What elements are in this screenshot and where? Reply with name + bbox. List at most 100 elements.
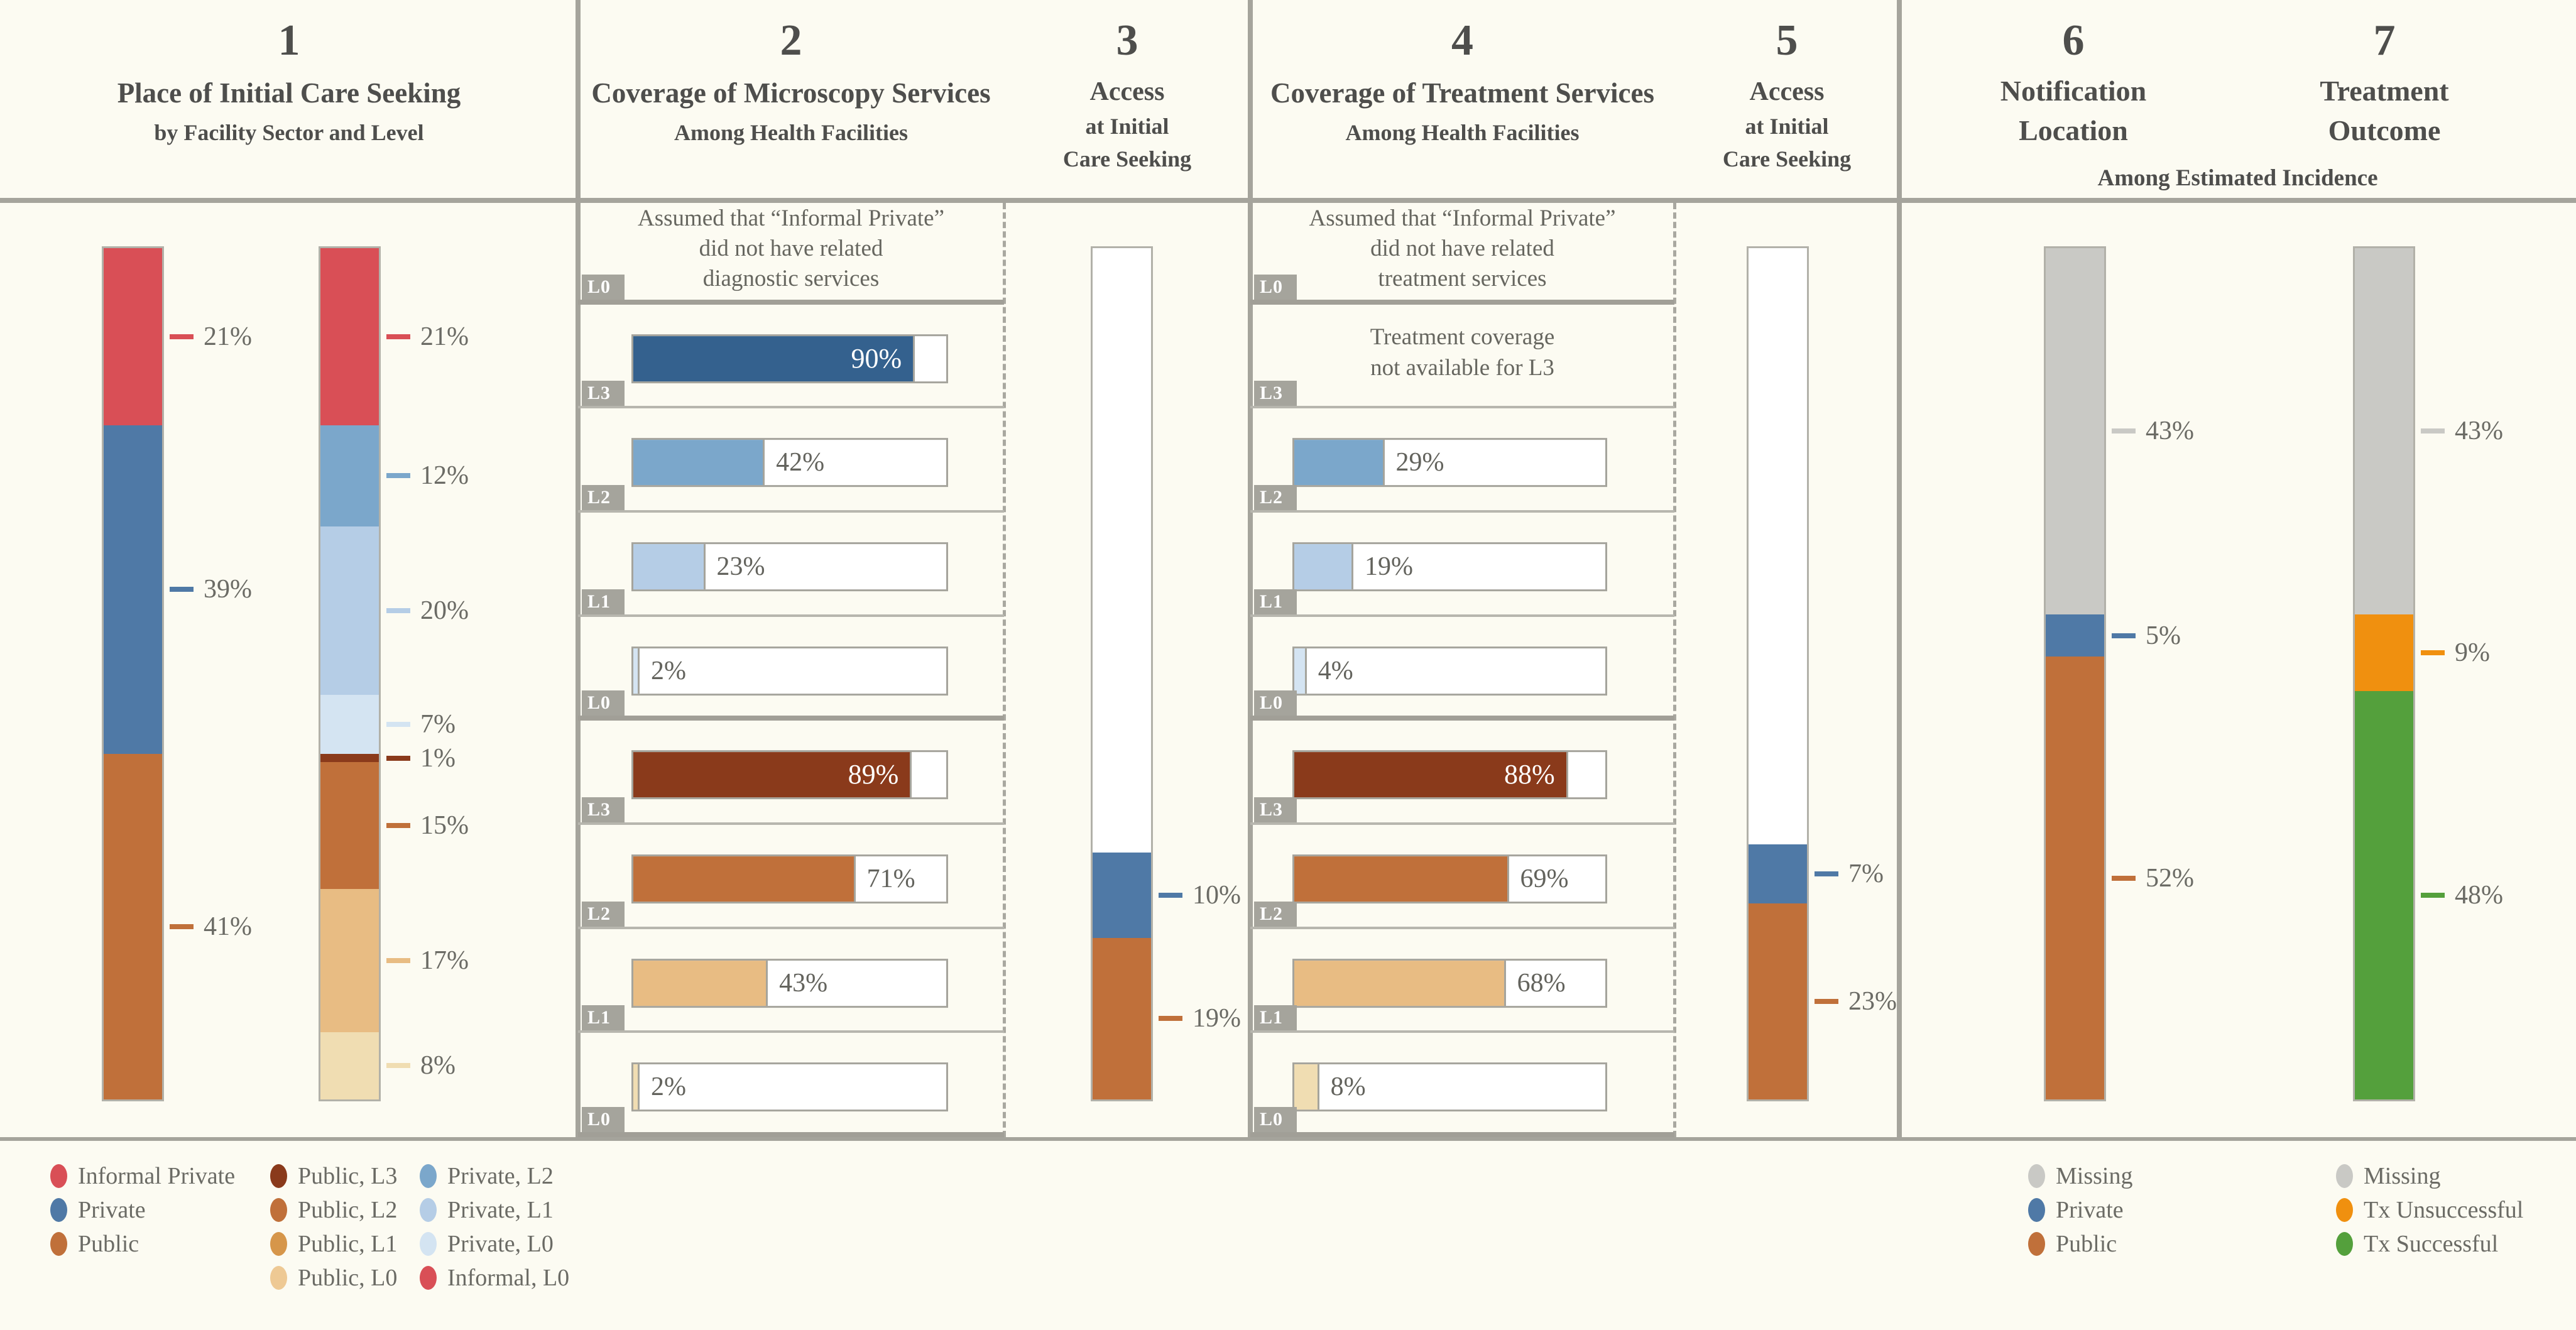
coverage-bar-fill: 88% — [1294, 752, 1568, 798]
legend-item: Tx Successful — [2336, 1227, 2523, 1261]
coverage-bar-fill — [1294, 543, 1354, 589]
coverage-bar-track: 2% — [631, 1062, 948, 1112]
coverage-bar-track: 23% — [631, 542, 948, 591]
level-tag-l0: L0 — [1254, 690, 1297, 716]
coverage-row-l2: 71% L2 — [578, 825, 1004, 929]
coverage-row-l1: 19% L1 — [1250, 513, 1674, 617]
segment-tick — [2112, 633, 2136, 638]
level-tag-l3: L3 — [582, 797, 625, 823]
coverage-row-l3: 90% L3 — [578, 305, 1004, 409]
legend-care-seeking-private-levels: Private, L2 Private, L1 Private, L0 Informa… — [420, 1159, 569, 1295]
panel-5-subtitle-line2: Care Seeking — [1722, 146, 1852, 172]
coverage-row-l0: 8% L0 — [1250, 1033, 1674, 1138]
level-tag-l2: L2 — [582, 485, 625, 511]
segment-value-label: 52% — [2146, 863, 2194, 893]
row-separator-line — [1250, 1132, 1674, 1138]
coverage-value-label: 2% — [650, 656, 686, 685]
legend-notification-location: Missing Private Public — [2028, 1159, 2132, 1261]
panel-3-subtitle-line2: Care Seeking — [1062, 146, 1192, 172]
level-tag-l2: L2 — [1254, 485, 1297, 511]
coverage-row-l1: 23% L1 — [578, 513, 1004, 617]
row-separator-line — [578, 510, 1004, 513]
legend-label: Informal, L0 — [447, 1265, 570, 1291]
legend-treatment-outcome: Missing Tx Unsuccessful Tx Successful — [2336, 1159, 2523, 1261]
legend-swatch-icon — [270, 1266, 287, 1290]
legend-swatch-icon — [2336, 1232, 2353, 1256]
legend-care-seeking-sector: Informal Private Private Public — [50, 1159, 235, 1261]
coverage-value-label: 68% — [1517, 968, 1566, 998]
segment-value-label: 21% — [420, 322, 469, 351]
bar-segment-private — [104, 425, 162, 754]
coverage-bar-track: 29% — [1292, 438, 1607, 488]
panel-1-number: 1 — [278, 16, 300, 65]
segment-value-label: 5% — [2146, 621, 2181, 650]
segment-value-label: 7% — [1848, 859, 1884, 888]
coverage-bar-fill: 89% — [633, 752, 912, 798]
coverage-bar-fill — [1294, 440, 1385, 486]
bar-segment-private-l0 — [320, 695, 379, 754]
panel-5-title: Access — [1749, 77, 1825, 106]
coverage-value-label: 2% — [650, 1072, 686, 1102]
coverage-bar-fill — [633, 960, 768, 1006]
bar-segment-tx-successful — [2355, 690, 2413, 1099]
panel-4-number: 4 — [1451, 16, 1473, 65]
divider-panel-3-4 — [1248, 0, 1253, 1141]
divider-panel-1-2 — [576, 0, 581, 1141]
panel-5-subtitle-line1: at Initial — [1745, 114, 1829, 139]
segment-tick — [170, 334, 194, 339]
coverage-bar-fill: 90% — [633, 335, 915, 381]
coverage-bar-track: 42% — [631, 438, 948, 488]
coverage-row-l0: Assumed that “Informal Private” did not … — [578, 200, 1004, 305]
level-tag-l3: L3 — [582, 381, 625, 406]
row-separator-line — [578, 822, 1004, 826]
coverage-bar-fill — [633, 440, 765, 486]
bar-segment-public — [104, 753, 162, 1099]
coverage-bar-fill — [633, 543, 706, 589]
coverage-bar-track: 90% — [631, 334, 948, 383]
row-separator-line — [1250, 299, 1674, 305]
legend-label: Public, L3 — [298, 1163, 398, 1189]
coverage-value-label: 19% — [1365, 552, 1414, 581]
segment-tick — [2112, 428, 2136, 434]
segment-value-label: 7% — [420, 709, 456, 739]
coverage-bar-track: 4% — [1292, 646, 1607, 695]
divider-panel-5-6 — [1897, 0, 1902, 1141]
header-separator-line — [0, 198, 2576, 203]
legend-swatch-icon — [420, 1164, 437, 1188]
legend-label: Missing — [2364, 1163, 2441, 1189]
legend-swatch-icon — [420, 1198, 437, 1222]
coverage-bar-track: 68% — [1292, 958, 1607, 1008]
bar-segment-public — [1093, 937, 1151, 1099]
care-seeking-sector-bar: 21% 39% 41% — [102, 246, 252, 1101]
row-separator-line — [578, 299, 1004, 305]
coverage-row-l3: Treatment coverage not available for L3 L… — [1250, 305, 1674, 409]
coverage-note: Assumed that “Informal Private” did not … — [637, 205, 945, 292]
bar-segment-public — [1749, 903, 1807, 1099]
legend-item: Public, L2 — [270, 1193, 397, 1227]
coverage-value-label: 89% — [848, 759, 899, 790]
level-tag-l1: L1 — [1254, 1005, 1297, 1031]
panel-1-header: 1 Place of Initial Care Seeking by Facil… — [0, 19, 578, 146]
panel-6-title-line2: Location — [2019, 114, 2128, 146]
access-initial-care-seeking-dx-bar: 10% 19% — [1091, 246, 1241, 1101]
coverage-bar-fill — [633, 1064, 640, 1110]
row-separator-line — [1250, 716, 1674, 721]
level-tag-l3: L3 — [1254, 797, 1297, 823]
legend-label: Public — [2056, 1231, 2117, 1257]
legend-item: Private, L1 — [420, 1193, 569, 1227]
coverage-note: Treatment coverage not available for L3 — [1370, 324, 1555, 381]
coverage-value-label: 88% — [1504, 759, 1555, 790]
level-tag-l0: L0 — [582, 274, 625, 300]
legend-label: Public, L0 — [298, 1265, 398, 1291]
coverage-bar-track: 71% — [631, 854, 948, 903]
legend-label: Private, L1 — [447, 1197, 554, 1223]
coverage-row-l2: 29% L2 — [1250, 408, 1674, 513]
bar-segment-no-access — [1749, 248, 1807, 844]
panel-7-title-line2: Outcome — [2328, 114, 2441, 146]
row-separator-line — [578, 1030, 1004, 1033]
segment-tick — [1815, 871, 1838, 876]
coverage-bar-fill — [1294, 1064, 1319, 1110]
panel-7-header: 7 Treatment Outcome — [2205, 19, 2563, 147]
bar-segment-public-l0 — [320, 1032, 379, 1099]
legend-swatch-icon — [420, 1232, 437, 1256]
